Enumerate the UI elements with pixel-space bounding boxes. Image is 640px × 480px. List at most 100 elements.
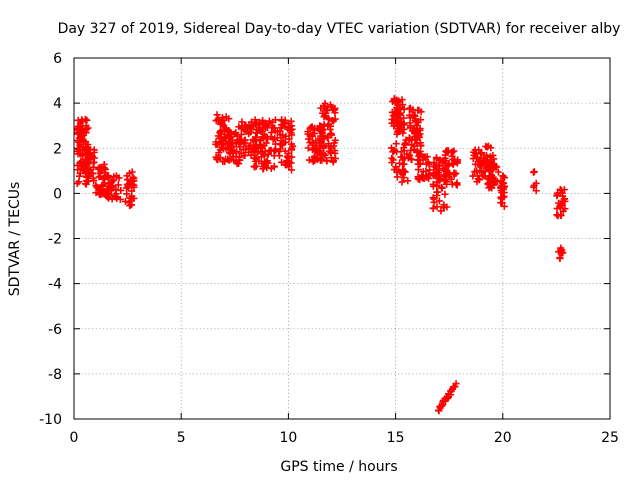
data-point bbox=[410, 146, 418, 154]
data-point bbox=[400, 114, 408, 122]
data-point bbox=[474, 175, 482, 183]
data-point bbox=[308, 132, 316, 140]
data-point bbox=[330, 106, 338, 114]
data-point bbox=[331, 147, 339, 155]
data-point bbox=[107, 178, 115, 186]
data-point bbox=[245, 130, 253, 138]
data-point bbox=[74, 128, 82, 136]
data-point bbox=[450, 147, 458, 155]
data-point bbox=[561, 197, 569, 205]
x-tick-label: 0 bbox=[70, 430, 79, 446]
data-point bbox=[433, 155, 441, 163]
data-point bbox=[115, 174, 123, 182]
data-point bbox=[308, 139, 316, 147]
data-point bbox=[116, 195, 124, 203]
data-point bbox=[98, 182, 106, 190]
data-point bbox=[288, 146, 296, 154]
data-point bbox=[97, 188, 105, 196]
data-point bbox=[121, 197, 129, 205]
data-point bbox=[429, 204, 437, 212]
data-point bbox=[497, 177, 505, 185]
data-point bbox=[285, 163, 293, 171]
data-point bbox=[310, 153, 318, 161]
data-point bbox=[414, 160, 422, 168]
data-point bbox=[82, 159, 90, 167]
data-point bbox=[394, 99, 402, 107]
data-point bbox=[227, 142, 235, 150]
data-point bbox=[482, 156, 490, 164]
data-point bbox=[268, 128, 276, 136]
y-tick-label: 6 bbox=[53, 51, 62, 67]
data-point bbox=[272, 140, 280, 148]
data-point bbox=[475, 176, 483, 184]
data-point bbox=[82, 129, 90, 137]
y-axis-label: SDTVAR / TECUs bbox=[7, 182, 23, 297]
data-point bbox=[123, 172, 131, 180]
y-tick-label: -10 bbox=[39, 412, 62, 428]
data-point bbox=[430, 162, 438, 170]
data-point bbox=[453, 181, 461, 189]
x-tick-label: 25 bbox=[601, 430, 619, 446]
data-point bbox=[109, 182, 117, 190]
data-point bbox=[257, 144, 265, 152]
data-point bbox=[281, 147, 289, 155]
data-point bbox=[484, 180, 492, 188]
data-point bbox=[83, 167, 91, 175]
data-point bbox=[498, 199, 506, 207]
data-point bbox=[123, 190, 131, 198]
data-point bbox=[279, 131, 287, 139]
data-point bbox=[400, 144, 408, 152]
data-point bbox=[406, 124, 414, 132]
data-point bbox=[212, 117, 220, 125]
data-point bbox=[488, 183, 496, 191]
data-point bbox=[83, 148, 91, 156]
data-point bbox=[393, 166, 401, 174]
data-point bbox=[129, 173, 137, 181]
data-point bbox=[278, 158, 286, 166]
data-point bbox=[270, 162, 278, 170]
data-point bbox=[561, 205, 569, 213]
data-point bbox=[471, 168, 479, 176]
data-point bbox=[273, 134, 281, 142]
data-point bbox=[499, 172, 507, 180]
data-point bbox=[476, 166, 484, 174]
data-point bbox=[408, 136, 416, 144]
data-point bbox=[324, 134, 332, 142]
data-point bbox=[483, 143, 491, 151]
x-tick-label: 20 bbox=[494, 430, 512, 446]
data-point bbox=[260, 134, 268, 142]
data-point bbox=[443, 170, 451, 178]
data-point bbox=[452, 380, 460, 388]
data-point bbox=[390, 122, 398, 130]
data-point bbox=[406, 151, 414, 159]
data-point bbox=[320, 120, 328, 128]
data-point bbox=[114, 181, 122, 189]
y-tick-label: -2 bbox=[48, 232, 62, 248]
data-point bbox=[93, 183, 101, 191]
data-point bbox=[553, 211, 561, 219]
data-point bbox=[88, 169, 96, 177]
data-point bbox=[225, 115, 233, 123]
data-point bbox=[440, 201, 448, 209]
data-point bbox=[252, 133, 260, 141]
data-point bbox=[104, 186, 112, 194]
data-point bbox=[117, 186, 125, 194]
data-point bbox=[318, 150, 326, 158]
data-point bbox=[388, 159, 396, 167]
data-point bbox=[278, 117, 286, 125]
data-point bbox=[450, 171, 458, 179]
data-point bbox=[309, 157, 317, 165]
data-point bbox=[94, 184, 102, 192]
plot-frame bbox=[73, 57, 611, 420]
data-point bbox=[326, 101, 334, 109]
data-point bbox=[253, 129, 261, 137]
data-point bbox=[557, 186, 565, 194]
data-point bbox=[215, 149, 223, 157]
y-tick-label: -6 bbox=[48, 322, 62, 338]
data-point bbox=[408, 156, 416, 164]
data-point bbox=[74, 122, 82, 130]
data-point bbox=[230, 130, 238, 138]
data-point bbox=[404, 177, 412, 185]
data-point bbox=[221, 125, 229, 133]
data-point bbox=[80, 137, 88, 145]
